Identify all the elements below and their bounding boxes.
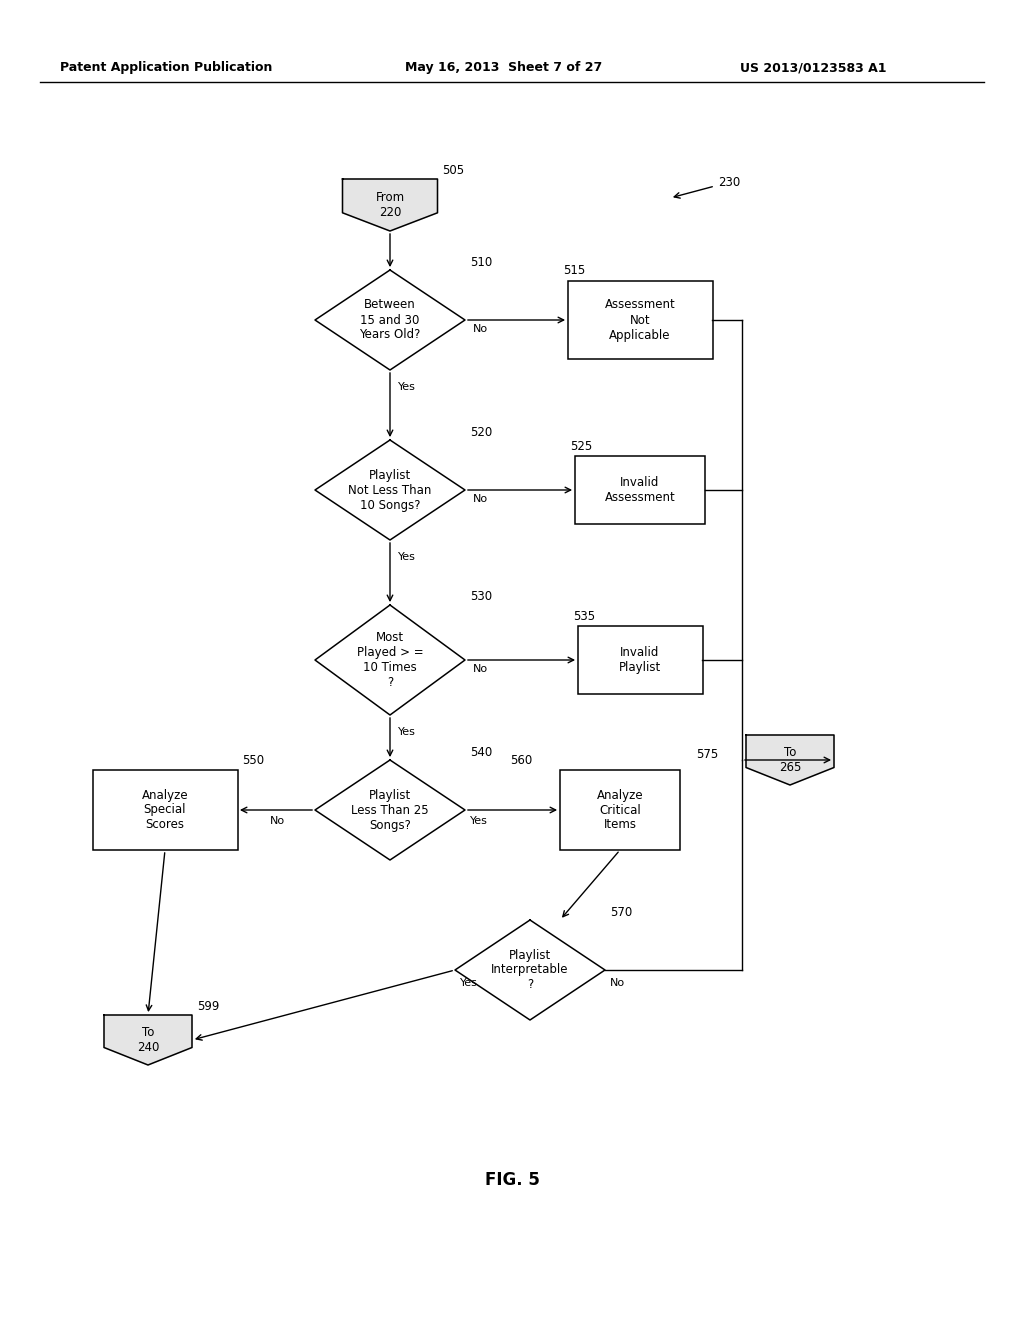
Text: Yes: Yes	[398, 727, 416, 737]
Text: US 2013/0123583 A1: US 2013/0123583 A1	[740, 62, 887, 74]
Polygon shape	[342, 180, 437, 231]
Text: 515: 515	[563, 264, 586, 277]
Text: To
240: To 240	[137, 1026, 159, 1053]
Text: May 16, 2013  Sheet 7 of 27: May 16, 2013 Sheet 7 of 27	[406, 62, 602, 74]
Text: Analyze
Special
Scores: Analyze Special Scores	[141, 788, 188, 832]
Text: 525: 525	[570, 440, 592, 453]
Text: 230: 230	[718, 177, 740, 190]
Text: 570: 570	[610, 906, 632, 919]
Polygon shape	[315, 271, 465, 370]
Text: No: No	[610, 978, 625, 987]
Text: No: No	[270, 816, 285, 826]
Bar	[92, 770, 238, 850]
Text: Yes: Yes	[460, 978, 478, 987]
Text: No: No	[473, 494, 488, 504]
Text: Playlist
Interpretable
?: Playlist Interpretable ?	[492, 949, 568, 991]
Polygon shape	[315, 605, 465, 715]
Text: 520: 520	[470, 425, 493, 438]
Text: Yes: Yes	[398, 552, 416, 562]
Bar	[578, 626, 702, 694]
Text: Invalid
Assessment: Invalid Assessment	[604, 477, 676, 504]
Text: 530: 530	[470, 590, 493, 603]
Text: To
265: To 265	[779, 746, 801, 774]
Text: FIG. 5: FIG. 5	[484, 1171, 540, 1189]
Text: No: No	[473, 323, 488, 334]
Text: 535: 535	[573, 610, 595, 623]
Text: 550: 550	[242, 754, 264, 767]
Text: Patent Application Publication: Patent Application Publication	[60, 62, 272, 74]
Text: Assessment
Not
Applicable: Assessment Not Applicable	[604, 298, 676, 342]
Polygon shape	[104, 1015, 193, 1065]
Text: No: No	[473, 664, 488, 675]
Text: Between
15 and 30
Years Old?: Between 15 and 30 Years Old?	[359, 298, 421, 342]
Text: 510: 510	[470, 256, 493, 268]
Text: Playlist
Not Less Than
10 Songs?: Playlist Not Less Than 10 Songs?	[348, 469, 432, 511]
Text: 505: 505	[442, 165, 464, 177]
Text: From
220: From 220	[376, 191, 404, 219]
Text: Playlist
Less Than 25
Songs?: Playlist Less Than 25 Songs?	[351, 788, 429, 832]
Bar	[575, 455, 705, 524]
Bar	[560, 770, 680, 850]
Text: 575: 575	[696, 748, 718, 762]
Text: 599: 599	[197, 1001, 219, 1014]
Text: Analyze
Critical
Items: Analyze Critical Items	[597, 788, 643, 832]
Polygon shape	[746, 735, 834, 785]
Text: Yes: Yes	[470, 816, 487, 826]
Text: 540: 540	[470, 746, 493, 759]
Text: Invalid
Playlist: Invalid Playlist	[618, 645, 662, 675]
Text: Yes: Yes	[398, 381, 416, 392]
Polygon shape	[315, 760, 465, 861]
Bar	[567, 281, 713, 359]
Polygon shape	[315, 440, 465, 540]
Text: 560: 560	[510, 754, 532, 767]
Text: Most
Played > =
10 Times
?: Most Played > = 10 Times ?	[356, 631, 423, 689]
Polygon shape	[455, 920, 605, 1020]
